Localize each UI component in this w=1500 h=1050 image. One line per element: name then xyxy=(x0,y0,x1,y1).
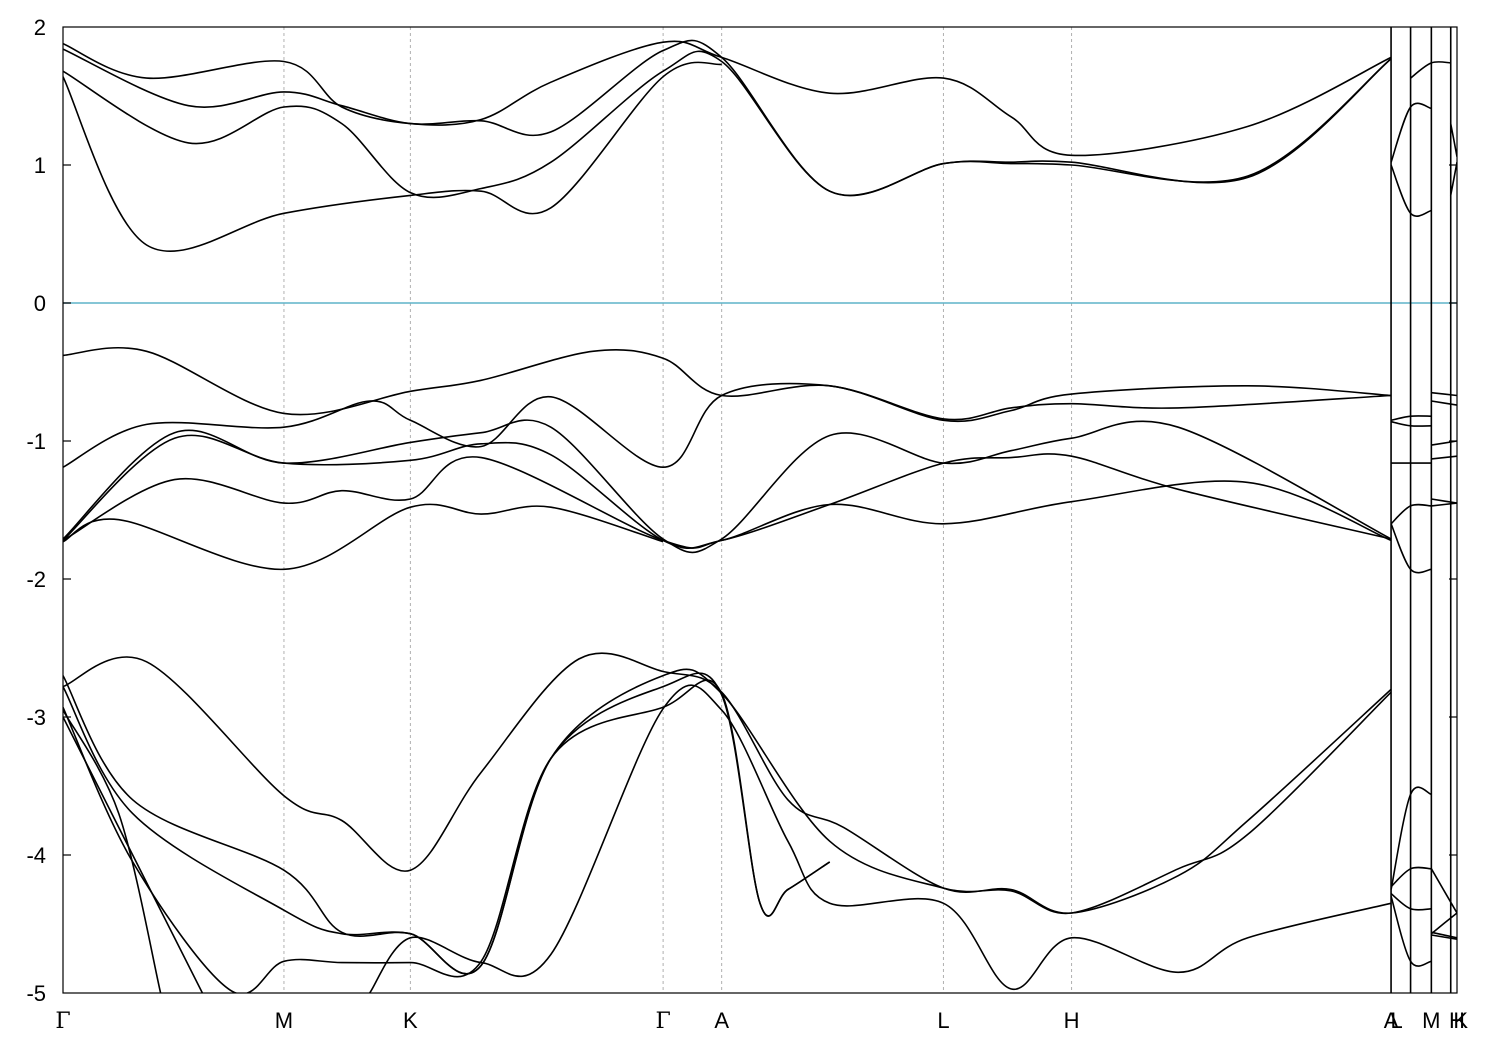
band-line xyxy=(63,709,162,993)
x-tick-label: K xyxy=(1453,1008,1468,1033)
band-line xyxy=(1431,498,1457,504)
x-tick-label: A xyxy=(1384,1008,1399,1033)
y-tick-label: -2 xyxy=(26,567,46,592)
band-line xyxy=(63,652,1392,914)
band-line xyxy=(63,672,831,975)
band-line xyxy=(63,39,1392,197)
y-tick-label: 2 xyxy=(34,15,46,40)
plot-frame xyxy=(62,26,1458,994)
y-tick-label: -5 xyxy=(26,981,46,1006)
band-line xyxy=(63,434,1392,549)
band-line xyxy=(1430,868,1457,914)
x-tick-label: Γ xyxy=(55,1009,70,1034)
x-tick-label: K xyxy=(403,1008,418,1033)
band-line xyxy=(369,684,1392,993)
y-axis-ticks: 2 1 0 -1 -2 -3 -4 -5 xyxy=(26,15,1457,1006)
band-line xyxy=(1431,391,1457,397)
vertical-grid-lines xyxy=(283,27,1073,993)
y-tick-label: 0 xyxy=(34,291,46,316)
band-line xyxy=(1431,934,1457,940)
x-tick-label: H xyxy=(1449,1008,1465,1033)
band-line xyxy=(63,419,1392,554)
band-line xyxy=(1449,123,1457,157)
y-tick-label: -3 xyxy=(26,705,46,730)
x-tick-label: M xyxy=(1422,1008,1440,1033)
band-line xyxy=(1431,440,1457,446)
band-line xyxy=(1431,931,1457,939)
band-line xyxy=(63,346,1392,423)
path-break-lines xyxy=(1390,27,1452,993)
band-line xyxy=(1431,455,1457,460)
band-line xyxy=(63,61,722,252)
y-tick-label: -4 xyxy=(26,843,46,868)
band-line xyxy=(63,456,1392,549)
x-tick-label: M xyxy=(275,1008,293,1033)
band-line xyxy=(63,382,1392,469)
band-line xyxy=(1449,162,1457,196)
x-tick-label: A xyxy=(714,1008,729,1033)
x-axis-ticks: Γ M K Γ A L H AL M KH xyxy=(55,1008,1468,1034)
band-line xyxy=(63,40,1392,157)
band-line xyxy=(1431,502,1457,507)
band-line xyxy=(63,503,664,571)
band-line xyxy=(63,716,204,993)
x-tick-label: H xyxy=(1064,1008,1080,1033)
x-tick-label: L xyxy=(937,1008,949,1033)
band-line xyxy=(63,50,1392,199)
band-lines xyxy=(63,39,1457,993)
band-line xyxy=(1431,400,1457,406)
band-line xyxy=(63,679,831,993)
x-tick-label: L xyxy=(1390,1008,1402,1033)
y-tick-label: -1 xyxy=(26,429,46,454)
band-line xyxy=(63,668,1392,975)
x-tick-label: Γ xyxy=(655,1009,670,1034)
band-line xyxy=(1430,912,1457,935)
y-tick-label: 1 xyxy=(34,153,46,178)
